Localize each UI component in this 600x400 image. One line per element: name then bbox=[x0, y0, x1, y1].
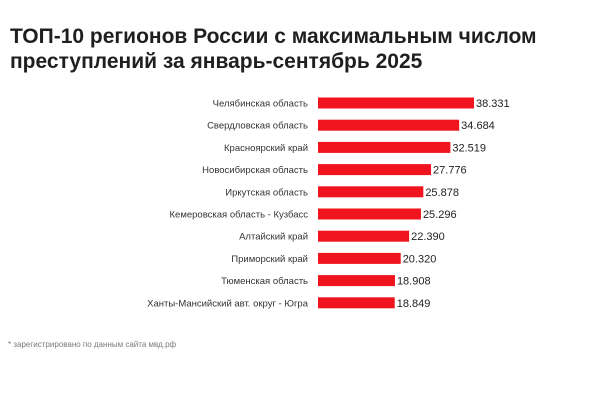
chart-title-line-1: ТОП-10 регионов России с максимальным чи… bbox=[10, 25, 537, 48]
chart-title: ТОП-10 регионов России с максимальным чи… bbox=[10, 24, 595, 74]
category-label: Свердловская область bbox=[207, 121, 308, 132]
chart-title-line-2: преступлений за январь-сентябрь 2025 bbox=[10, 50, 423, 73]
value-label: 25.878 bbox=[425, 187, 459, 199]
category-label: Красноярский край bbox=[224, 143, 308, 154]
category-label: Иркутская область bbox=[225, 187, 308, 198]
bar bbox=[318, 164, 432, 176]
value-label: 27.776 bbox=[433, 165, 467, 177]
category-label: Челябинская область bbox=[213, 99, 308, 110]
value-label: 22.390 bbox=[411, 231, 445, 243]
bar bbox=[318, 230, 410, 242]
category-label: Алтайский край bbox=[239, 232, 308, 243]
bar bbox=[318, 119, 460, 131]
bar bbox=[318, 97, 474, 109]
category-label: Новосибирская область bbox=[202, 165, 308, 176]
value-label: 38.331 bbox=[476, 98, 510, 110]
bar bbox=[318, 141, 451, 153]
bar bbox=[318, 208, 421, 220]
value-label: 18.849 bbox=[397, 298, 431, 310]
category-label: Приморский край bbox=[231, 254, 308, 265]
bar bbox=[318, 186, 424, 198]
bar bbox=[318, 297, 395, 309]
category-label: Кемеровская область - Кузбасс bbox=[170, 210, 309, 221]
footnote: * зарегистрировано по данным сайта мвд.р… bbox=[8, 340, 177, 349]
value-label: 25.296 bbox=[423, 209, 457, 221]
value-label: 18.908 bbox=[397, 276, 431, 288]
value-label: 34.684 bbox=[461, 120, 495, 132]
category-label: Тюменская область bbox=[221, 276, 308, 287]
value-label: 32.519 bbox=[452, 142, 486, 154]
category-label: Ханты-Мансийский авт. округ - Югра bbox=[147, 298, 309, 309]
value-label: 20.320 bbox=[403, 253, 437, 265]
bar bbox=[318, 275, 395, 287]
bar bbox=[318, 252, 401, 264]
